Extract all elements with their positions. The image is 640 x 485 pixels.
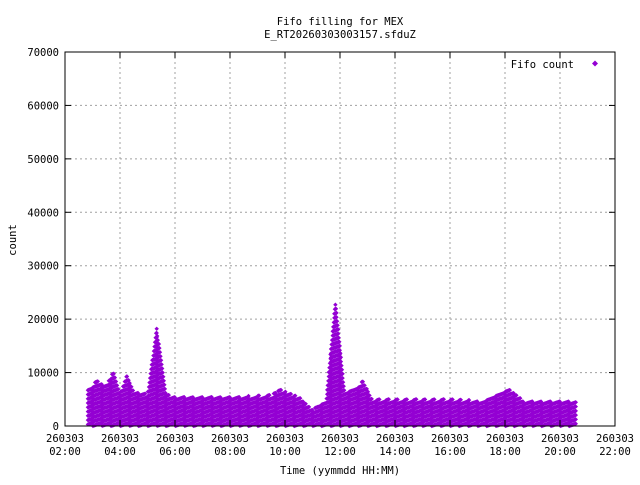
chart-svg: 0100002000030000400005000060000700002603… <box>0 0 640 480</box>
